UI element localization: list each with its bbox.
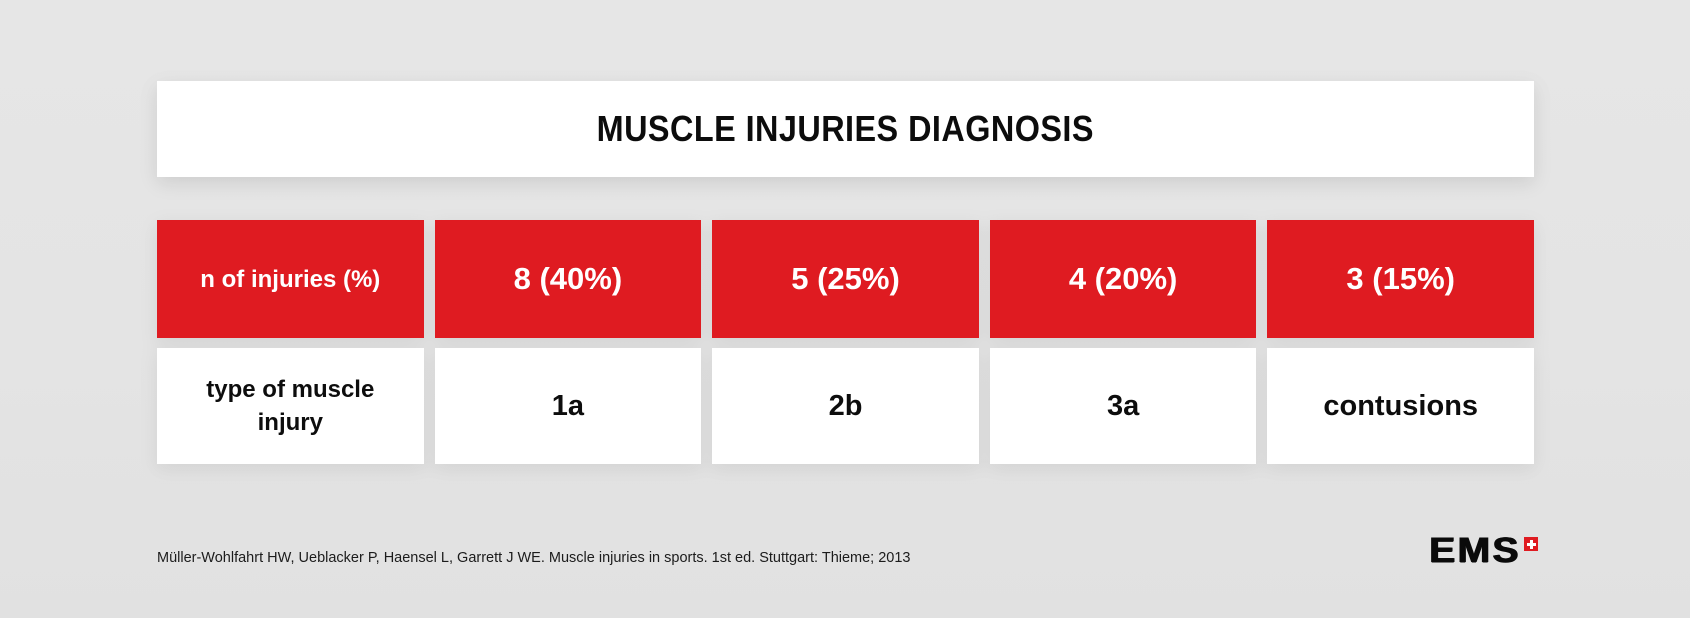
cell-type-of-injury-label: type of muscle injury [157,348,424,464]
cell-count-contusions: 3 (15%) [1267,220,1534,338]
cell-value: 4 (20%) [1068,261,1178,296]
cell-value: 3a [1106,389,1140,422]
cell-type-contusions: contusions [1267,348,1534,464]
swiss-cross-icon [1524,537,1538,551]
cell-value: contusions [1323,389,1479,422]
cell-type-1a: 1a [434,348,702,464]
cell-value: 8 (40%) [513,261,623,296]
cell-type-3a: 3a [989,348,1257,464]
page-title: MUSCLE INJURIES DIAGNOSIS [596,108,1095,149]
ems-logo-text: EMS [1429,531,1521,570]
cell-label: n of injuries (%) [200,265,381,293]
cell-n-of-injuries: n of injuries (%) [157,220,424,338]
title-banner: MUSCLE INJURIES DIAGNOSIS [157,81,1534,177]
ems-logo: EMS [1408,531,1538,570]
cell-value: 2b [828,389,863,422]
cell-value: 1a [551,389,585,422]
cell-type-2b: 2b [712,348,979,464]
cell-count-1a: 8 (40%) [434,220,702,338]
cell-label: type of muscle injury [206,376,375,436]
cell-count-3a: 4 (20%) [989,220,1257,338]
source-citation: Müller-Wohlfahrt HW, Ueblacker P, Haense… [157,550,911,566]
cell-count-2b: 5 (25%) [712,220,979,338]
cell-value: 3 (15%) [1346,261,1455,296]
cell-value: 5 (25%) [791,261,900,296]
diagnosis-table: n of injuries (%) 8 (40%) 5 (25%) 4 (20%… [157,220,1534,464]
